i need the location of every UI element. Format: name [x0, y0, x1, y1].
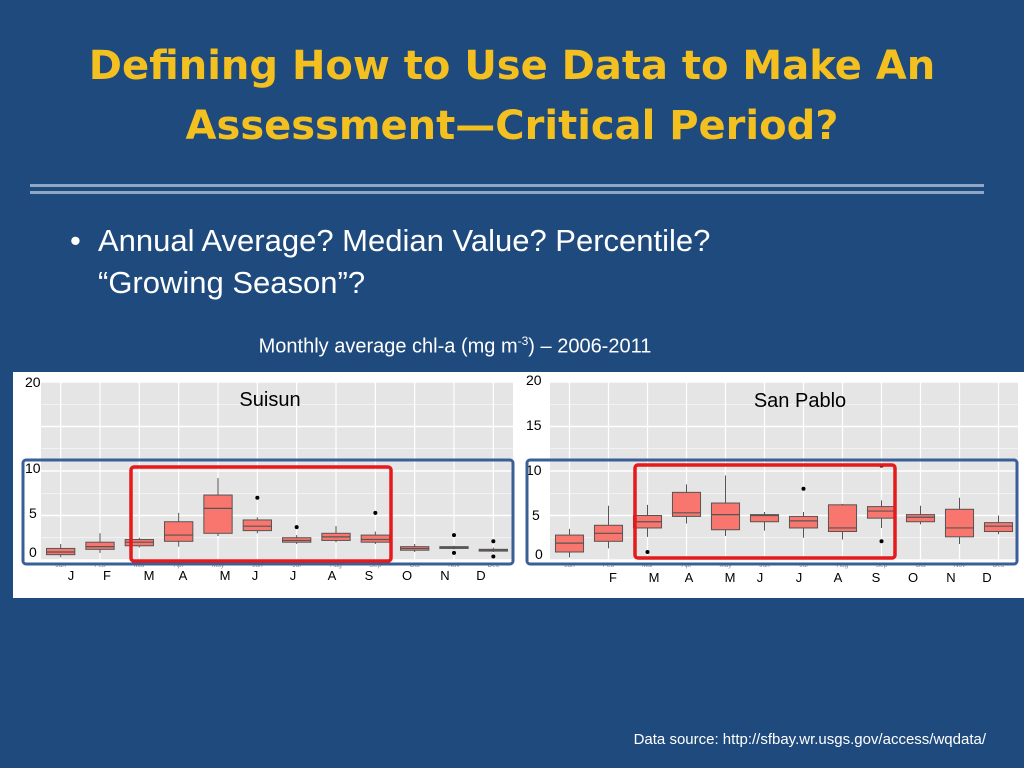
box-oct [905, 514, 936, 523]
month-letter-label: J [796, 570, 803, 585]
y-tick-label: 5 [532, 507, 540, 523]
outlier-point [645, 549, 650, 554]
month-letter-label: M [649, 570, 660, 585]
outlier-point [491, 554, 496, 559]
month-letter-label: F [103, 568, 111, 583]
blue-highlight-box [21, 458, 515, 566]
month-letter-label: A [328, 568, 337, 583]
box-apr [164, 521, 194, 542]
outlier-point [255, 495, 260, 500]
month-letter-label: J [252, 568, 259, 583]
box-may [710, 502, 741, 531]
box-feb [85, 541, 115, 550]
suisun-panel: Jan Feb Mar Apr May Jun Jul Aug Sep Oct Nov Dec 20 10… [13, 372, 517, 598]
outlier-point [452, 533, 456, 538]
month-letter-label: N [946, 570, 955, 585]
month-letter-label: M [220, 568, 231, 583]
month-letter-label: J [68, 568, 75, 583]
red-highlight-box [633, 463, 897, 560]
month-letter-label: D [476, 568, 485, 583]
box-aug [827, 504, 858, 533]
outlier-point [801, 486, 806, 491]
box-jun [749, 514, 780, 523]
title-line-1: Defining How to Use Data to Make An [88, 43, 936, 89]
panel-title: Suisun [239, 389, 300, 411]
subtitle-tail: ) – 2006-2011 [528, 335, 652, 358]
title-divider-top [30, 184, 984, 187]
month-letter-label: N [440, 568, 449, 583]
blue-highlight-box [525, 458, 1019, 566]
month-letter-label: J [290, 568, 297, 583]
y-tick-label: 0 [29, 544, 37, 560]
month-letter-label: F [609, 570, 617, 585]
title-divider-bottom [30, 191, 984, 194]
y-tick-label: 0 [535, 546, 543, 562]
month-letter-label: D [982, 570, 991, 585]
box-may [203, 494, 233, 534]
month-letter-label: O [908, 570, 918, 585]
box-jun [242, 519, 272, 532]
box-jul [788, 515, 819, 529]
y-tick-label: 15 [526, 417, 542, 433]
y-tick-label: 10 [25, 460, 41, 476]
san-pablo-panel: Jan Feb Mar Apr May Jun Jul Aug Sep Oct Nov Dec 20 15… [517, 372, 1024, 598]
suisun-boxplot: Jan Feb Mar Apr May Jun Jul Aug Sep Oct Nov Dec2010… [21, 374, 515, 583]
data-source: Data source: http://sfbay.wr.usgs.gov/ac… [633, 731, 986, 748]
box-nov [944, 508, 975, 538]
month-letter-label: A [834, 570, 843, 585]
red-highlight-box [129, 465, 393, 563]
box-dec [983, 522, 1014, 533]
outlier-point [452, 550, 456, 555]
y-tick-label: 5 [29, 505, 37, 521]
chart-subtitle: Monthly average chl-a (mg m-3) – 2006-20… [0, 334, 910, 359]
y-tick-label: 20 [25, 374, 41, 390]
box-sep [866, 506, 897, 519]
outlier-point [294, 525, 299, 530]
month-letter-label: M [725, 570, 736, 585]
bullet-line-2: “Growing Season”? [98, 265, 366, 300]
y-tick-label: 10 [526, 462, 542, 478]
bullet-line-1: Annual Average? Median Value? Percentile… [98, 223, 711, 258]
month-letter-label: O [402, 568, 412, 583]
month-letter-label: S [872, 570, 881, 585]
subtitle-main: Monthly average chl-a (mg m [258, 335, 518, 358]
month-letter-label: J [757, 570, 764, 585]
box-sep [360, 534, 390, 543]
y-tick-label: 20 [526, 372, 542, 388]
bullet-marker: • [70, 223, 81, 258]
month-letter-label: A [685, 570, 694, 585]
month-letter-label: A [179, 568, 188, 583]
outlier-point [879, 539, 884, 544]
outlier-point [491, 539, 496, 544]
subtitle-superscript: -3 [517, 334, 529, 348]
month-letter-label: M [144, 568, 155, 583]
san-pablo-boxplot: Jan Feb Mar Apr May Jun Jul Aug Sep Oct Nov Dec2015… [525, 372, 1019, 585]
slide-title: Defining How to Use Data to Make An Asse… [60, 36, 964, 156]
outlier-point [373, 510, 378, 515]
panel-title: San Pablo [754, 390, 846, 412]
title-line-2: Assessment—Critical Period? [185, 103, 839, 149]
month-letter-label: S [365, 568, 374, 583]
